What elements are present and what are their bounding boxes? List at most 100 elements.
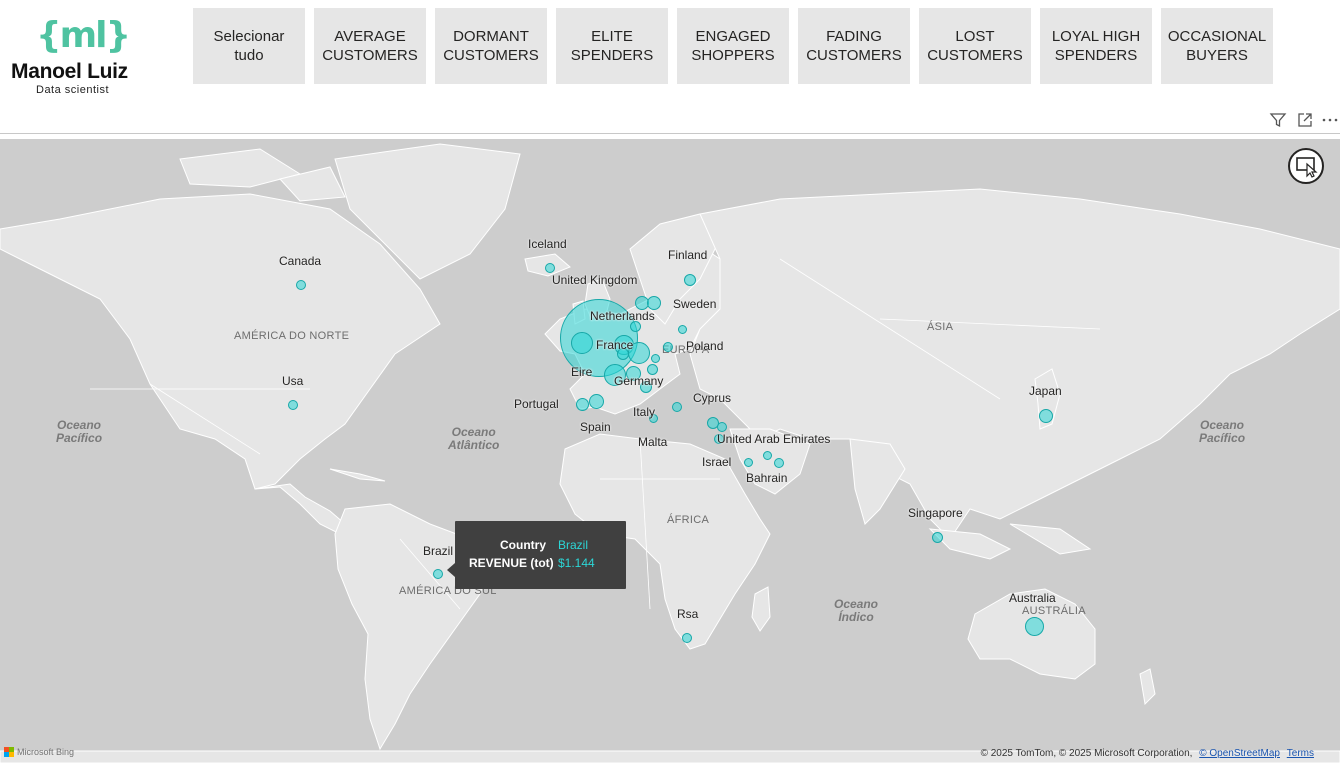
bubble-sweden[interactable] (647, 296, 661, 310)
country-label-usa: Usa (282, 374, 304, 388)
map-attribution: © 2025 TomTom, © 2025 Microsoft Corporat… (981, 748, 1314, 759)
slicer-loyal-high-spenders-button[interactable]: LOYAL HIGH SPENDERS (1040, 8, 1152, 84)
tooltip-value-revenue: $1.144 (558, 556, 595, 570)
bubble-singapore[interactable] (932, 532, 943, 543)
bubble-lithuania[interactable] (678, 325, 687, 334)
attribution-text: © 2025 TomTom, © 2025 Microsoft Corporat… (980, 748, 1193, 759)
country-label-portugal: Portugal (514, 397, 559, 411)
slicer-elite-spenders-button[interactable]: ELITE SPENDERS (556, 8, 668, 84)
microsoft-logo-icon (4, 747, 14, 757)
country-label-france: France (596, 338, 634, 352)
focus-mode-icon[interactable] (1295, 110, 1315, 130)
bubble-austria[interactable] (647, 364, 658, 375)
slicer-fading-customers-button[interactable]: FADING CUSTOMERS (798, 8, 910, 84)
bubble-finland[interactable] (684, 274, 696, 286)
country-label-japan: Japan (1029, 384, 1062, 398)
bubble-france[interactable] (604, 364, 626, 386)
bubble-saudi-arabia[interactable] (744, 458, 753, 467)
region-label-asia: ÁSIA (927, 321, 954, 333)
region-label-europe: EUROPA (662, 344, 710, 356)
ocean-label-atlantic: Oceano Atlântico (448, 425, 500, 452)
slicer-average-customers-button[interactable]: AVERAGE CUSTOMERS (314, 8, 426, 84)
logo-subtitle: Data scientist (36, 84, 110, 96)
bubble-portugal[interactable] (576, 398, 589, 411)
bubble-rsa[interactable] (682, 633, 692, 643)
tooltip-row-revenue: REVENUE (tot) $1.144 (469, 556, 612, 574)
country-label-germany: Germany (614, 374, 664, 388)
region-label-north-america: AMÉRICA DO NORTE (234, 330, 350, 342)
country-label-spain: Spain (580, 420, 611, 434)
slicer-lost-customers-button[interactable]: LOST CUSTOMERS (919, 8, 1031, 84)
bubble-lebanon[interactable] (717, 422, 727, 432)
header-divider (0, 133, 1340, 134)
country-label-finland: Finland (668, 248, 708, 262)
segment-slicer: Selecionar tudo AVERAGE CUSTOMERS DORMAN… (193, 8, 1275, 84)
bubble-denmark[interactable] (630, 321, 641, 332)
bubble-united-arab-emirates[interactable] (774, 458, 784, 468)
more-options-icon[interactable] (1320, 110, 1340, 130)
logo-name: Manoel Luiz (11, 60, 128, 83)
country-label-singapore: Singapore (908, 506, 963, 520)
bubble-czech[interactable] (651, 354, 660, 363)
bubble-switzerland[interactable] (626, 366, 641, 381)
map-land-layer (0, 143, 1340, 763)
bubble-spain[interactable] (589, 394, 604, 409)
country-label-cyprus: Cyprus (693, 391, 732, 405)
slicer-engaged-shoppers-button[interactable]: ENGAGED SHOPPERS (677, 8, 789, 84)
bing-label: Microsoft Bing (17, 747, 75, 757)
bubble-iceland[interactable] (545, 263, 555, 273)
bubble-greece[interactable] (672, 402, 682, 412)
bubble-japan[interactable] (1039, 409, 1053, 423)
terms-link[interactable]: Terms (1286, 748, 1314, 759)
country-label-eire: Eire (571, 365, 593, 379)
region-label-africa: ÁFRICA (667, 514, 710, 526)
map-tooltip: Country Brazil REVENUE (tot) $1.144 (447, 521, 626, 589)
ocean-label-pacific-west: Oceano Pacífico (56, 418, 103, 445)
country-label-bahrain: Bahrain (746, 471, 788, 485)
slicer-occasional-buyers-button[interactable]: OCCASIONAL BUYERS (1161, 8, 1273, 84)
country-label-australia: Australia (1009, 591, 1056, 605)
map-focus-button[interactable] (1288, 148, 1324, 184)
bubble-malta[interactable] (649, 414, 658, 423)
region-label-australia: AUSTRÁLIA (1022, 605, 1086, 617)
bubble-brazil[interactable] (433, 569, 443, 579)
country-label-netherlands: Netherlands (590, 309, 655, 323)
ocean-label-pacific-east: Oceano Pacífico (1199, 418, 1246, 445)
cursor-select-icon (1296, 157, 1318, 178)
openstreetmap-link[interactable]: © OpenStreetMap (1199, 748, 1280, 759)
bubble-bahrain[interactable] (763, 451, 772, 460)
country-label-sweden: Sweden (673, 297, 717, 311)
tooltip-value-country: Brazil (558, 538, 589, 552)
world-map[interactable]: AMÉRICA DO NORTE AMÉRICA DO SUL EUROPA Á… (0, 139, 1340, 763)
bubble-poland[interactable] (663, 342, 673, 352)
ocean-label-indian: Oceano Índico (834, 597, 879, 624)
tooltip-row-country: Country Brazil (469, 538, 612, 556)
brand-logo: {ml} Manoel Luiz Data scientist (8, 14, 148, 100)
bing-logo: Microsoft Bing (4, 747, 74, 757)
tooltip-key-revenue: REVENUE (tot) (469, 556, 554, 570)
bubble-usa[interactable] (288, 400, 298, 410)
slicer-select-all-button[interactable]: Selecionar tudo (193, 8, 305, 84)
bubble-eire[interactable] (571, 332, 593, 354)
bubble-israel[interactable] (714, 434, 724, 444)
bubble-australia[interactable] (1025, 617, 1044, 636)
visual-header (1260, 110, 1340, 132)
country-label-poland: Poland (686, 339, 724, 353)
country-label-brazil: Brazil (423, 544, 454, 558)
country-label-iceland: Iceland (528, 237, 567, 251)
country-label-rsa: Rsa (677, 607, 699, 621)
bubble-germany[interactable] (628, 342, 650, 364)
country-label-israel: Israel (702, 455, 732, 469)
tooltip-key-country: Country (500, 538, 546, 552)
country-label-canada: Canada (279, 254, 322, 268)
country-label-united-arab-emirates: United Arab Emirates (717, 432, 831, 446)
filter-icon[interactable] (1268, 110, 1288, 130)
country-label-italy: Italy (633, 405, 656, 419)
slicer-dormant-customers-button[interactable]: DORMANT CUSTOMERS (435, 8, 547, 84)
country-label-united-kingdom: United Kingdom (552, 273, 638, 287)
bubble-canada[interactable] (296, 280, 306, 290)
bubble-italy[interactable] (640, 381, 652, 393)
country-label-malta: Malta (638, 435, 668, 449)
logo-mark: {ml} (36, 15, 131, 56)
